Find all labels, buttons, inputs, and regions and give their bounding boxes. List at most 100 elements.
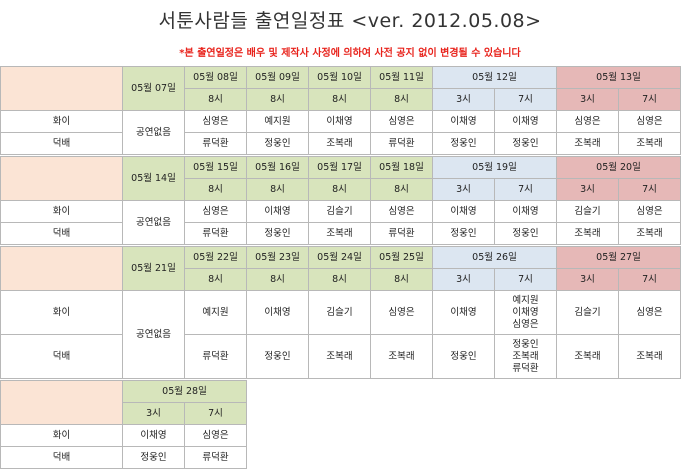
table-row: 05월 28일 xyxy=(0,380,681,469)
cast-cell: 이채영 xyxy=(308,110,371,133)
table-row: 05월 07일 05월 08일 05월 09일 05월 10일 05월 11일 05월 1… xyxy=(0,66,681,111)
last-day-date: 05월 28일 xyxy=(122,380,247,403)
role-label-deokbae: 덕배 xyxy=(0,132,123,155)
cast-cell: 정웅인 xyxy=(432,222,495,245)
week-label-cell xyxy=(0,66,123,111)
cast-cell: 이채영 xyxy=(432,200,495,223)
cast-cell: 조복래 xyxy=(308,132,371,155)
cast-cell: 김슬기 xyxy=(556,290,619,335)
show-time: 8시 xyxy=(184,88,247,111)
cast-cell: 심영은 xyxy=(370,110,433,133)
cast-name: 조복래 xyxy=(512,350,539,362)
cast-cell: 조복래 xyxy=(556,222,619,245)
cast-cell: 류덕환 xyxy=(184,222,247,245)
cast-cell: 조복래 xyxy=(556,132,619,155)
show-time: 8시 xyxy=(246,268,309,291)
cast-cell: 심영은 xyxy=(370,290,433,335)
table-row: 05월 21일 05월 22일 05월 23일 05월 24일 05월 25일 05월 2… xyxy=(0,246,681,291)
saturday-date: 05월 26일 xyxy=(432,246,557,269)
table-row: 덕배 류덕환 정웅인 조복래 류덕환 정웅인 정웅인 조복래 조복래 xyxy=(0,222,681,245)
weekday-date: 05월 08일 xyxy=(184,66,247,89)
cast-cell: 정웅인 xyxy=(494,222,557,245)
sunday-date: 05월 13일 xyxy=(556,66,681,89)
show-time: 7시 xyxy=(184,402,247,425)
show-time: 3시 xyxy=(122,402,185,425)
cast-cell: 류덕환 xyxy=(184,446,247,469)
saturday-date: 05월 12일 xyxy=(432,66,557,89)
cast-cell: 이채영 xyxy=(494,110,557,133)
cast-cell: 류덕환 xyxy=(370,132,433,155)
monday-date: 05월 14일 xyxy=(122,156,185,201)
table-row xyxy=(0,154,681,157)
role-label-hwai: 화이 xyxy=(0,110,123,133)
table-row: 화이 공연없음 심영은 예지원 이채영 심영은 이채영 이채영 심영은 심영은 xyxy=(0,110,681,155)
sunday-date: 05월 27일 xyxy=(556,246,681,269)
table-row: 화이 공연없음 예지원 이채영 김슬기 심영은 이채영 예지원 이채영 심영은 김슬기 심영은 xyxy=(0,290,681,379)
table-row: 덕배 류덕환 정웅인 조복래 조복래 정웅인 정웅인 조복래 류덕환 조복래 조복래 xyxy=(0,334,681,379)
weekday-date: 05월 24일 xyxy=(308,246,371,269)
schedule-table: 05월 07일 05월 08일 05월 09일 05월 10일 05월 11일 05월 1… xyxy=(0,66,681,469)
weekday-date: 05월 22일 xyxy=(184,246,247,269)
cast-cell: 심영은 xyxy=(556,110,619,133)
week-label-cell xyxy=(0,380,123,425)
weekday-date: 05월 10일 xyxy=(308,66,371,89)
cast-cell: 김슬기 xyxy=(556,200,619,223)
table-row: 화이 공연없음 심영은 이채영 김슬기 심영은 이채영 이채영 김슬기 심영은 xyxy=(0,200,681,245)
table-row xyxy=(0,244,681,247)
cast-cell: 정웅인 xyxy=(246,132,309,155)
cast-cell: 조복래 xyxy=(618,222,681,245)
show-time: 3시 xyxy=(556,88,619,111)
cast-name: 류덕환 xyxy=(512,362,539,374)
cast-cell: 조복래 xyxy=(618,132,681,155)
cast-cell: 류덕환 xyxy=(184,334,247,379)
cast-cell: 조복래 xyxy=(370,334,433,379)
sunday-date: 05월 20일 xyxy=(556,156,681,179)
cast-cell: 심영은 xyxy=(618,110,681,133)
no-show-label: 공연없음 xyxy=(122,110,185,155)
cast-cell: 심영은 xyxy=(370,200,433,223)
week-label-cell xyxy=(0,246,123,291)
show-time: 8시 xyxy=(308,178,371,201)
cast-cell: 이채영 xyxy=(432,290,495,335)
show-time: 8시 xyxy=(246,88,309,111)
cast-cell: 류덕환 xyxy=(184,132,247,155)
role-label-hwai: 화이 xyxy=(0,424,123,447)
show-time: 8시 xyxy=(370,268,433,291)
cast-cell: 정웅인 조복래 류덕환 xyxy=(494,334,557,379)
row-spacer xyxy=(0,378,681,381)
show-time: 8시 xyxy=(308,268,371,291)
cast-name: 심영은 xyxy=(512,318,539,330)
table-row: 덕배 정웅인 류덕환 xyxy=(0,446,681,469)
cast-cell: 정웅인 xyxy=(494,132,557,155)
cast-cell: 정웅인 xyxy=(122,446,185,469)
no-show-label: 공연없음 xyxy=(122,200,185,245)
role-label-hwai: 화이 xyxy=(0,290,123,335)
show-time: 7시 xyxy=(494,178,557,201)
cast-name: 정웅인 xyxy=(512,338,539,350)
cast-cell: 정웅인 xyxy=(432,334,495,379)
cast-cell: 심영은 xyxy=(618,290,681,335)
weekday-date: 05월 18일 xyxy=(370,156,433,179)
table-row: 덕배 류덕환 정웅인 조복래 류덕환 정웅인 정웅인 조복래 조복래 xyxy=(0,132,681,155)
show-time: 8시 xyxy=(370,178,433,201)
cast-cell: 조복래 xyxy=(308,222,371,245)
cast-cell: 예지원 xyxy=(246,110,309,133)
schedule-notice: *본 출연일정은 배우 및 제작사 사정에 의하여 사전 공지 없이 변경될 수… xyxy=(179,48,521,59)
role-label-hwai: 화이 xyxy=(0,200,123,223)
weekday-date: 05월 23일 xyxy=(246,246,309,269)
table-row: 05월 14일 05월 15일 05월 16일 05월 17일 05월 18일 05월 1… xyxy=(0,156,681,201)
show-time: 7시 xyxy=(618,88,681,111)
cast-cell: 이채영 xyxy=(246,200,309,223)
weekday-date: 05월 17일 xyxy=(308,156,371,179)
monday-date: 05월 21일 xyxy=(122,246,185,291)
cast-cell: 류덕환 xyxy=(370,222,433,245)
cast-cell: 예지원 이채영 심영은 xyxy=(494,290,557,335)
cast-name: 예지원 xyxy=(512,294,539,306)
table-row: 8시 8시 8시 8시 3시 7시 3시 7시 xyxy=(1,178,681,201)
table-row xyxy=(0,378,681,381)
cast-cell: 심영은 xyxy=(184,110,247,133)
show-time: 7시 xyxy=(618,178,681,201)
cast-cell: 이채영 xyxy=(432,110,495,133)
show-time: 3시 xyxy=(432,178,495,201)
page-title: 서툰사람들 출연일정표 <ver. 2012.05.08> xyxy=(158,10,542,32)
